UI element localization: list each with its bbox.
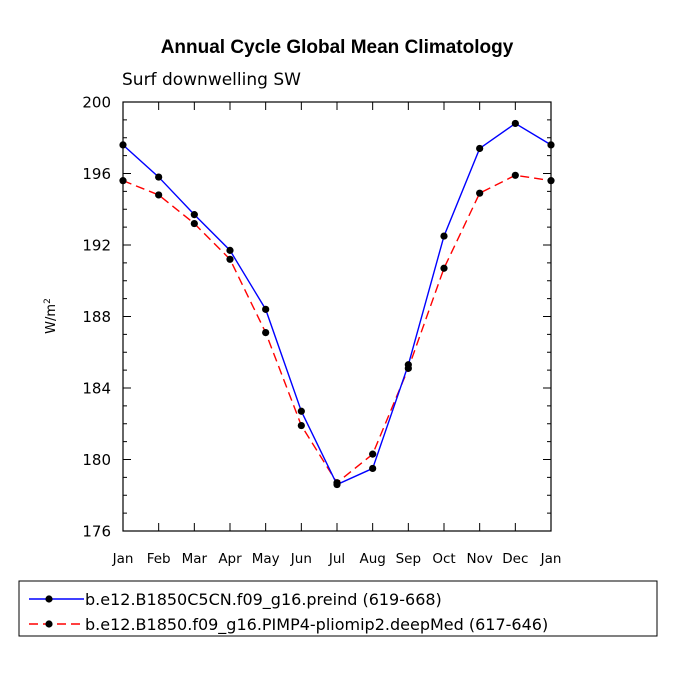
plot-frame (122, 101, 552, 532)
plot-area: 176 180 184 188 192 196 200 Jan Feb Mar Apr May Jun… (82, 94, 561, 568)
series-layer (119, 119, 555, 489)
series-1-point (511, 119, 519, 128)
series-1-point (155, 173, 163, 181)
y-axis-label: W/m2 (43, 298, 59, 334)
y-axis: 176 180 184 188 192 196 200 (82, 94, 551, 541)
x-axis: Jan Feb Mar Apr May Jun Jul Aug Sep Oct Nov Dec Jan (112, 102, 562, 567)
legend: b.e12.B1850C5CN.f09_g16.preind (619-668)… (29, 590, 548, 635)
legend-label-2: b.e12.B1850.f09_g16.PIMP4-pliomip2.deepM… (85, 615, 548, 635)
x-tick-label: Jan (540, 551, 562, 567)
series-1-point (119, 141, 127, 149)
series-1-point (262, 305, 270, 313)
y-tick-label: 200 (82, 94, 111, 112)
series-2-point (297, 421, 305, 430)
chart-subtitle: Surf downwelling SW (122, 70, 301, 90)
y-tick-label: 192 (82, 237, 111, 255)
x-tick-label: Aug (359, 551, 385, 567)
legend-box (18, 580, 658, 637)
series-1-point (369, 464, 377, 473)
series-2-point (190, 219, 198, 228)
y-tick-label: 196 (82, 165, 111, 183)
y-tick-label: 176 (82, 523, 111, 541)
series-line-2 (122, 174, 552, 484)
series-2-point (262, 328, 270, 337)
series-2-point (404, 364, 412, 372)
x-tick-label: Dec (502, 551, 528, 567)
y-axis-label-unit: W/m (44, 304, 59, 334)
legend-label-1: b.e12.B1850C5CN.f09_g16.preind (619-668) (85, 590, 442, 610)
legend-marker-2 (45, 620, 53, 628)
series-2-point (369, 450, 377, 458)
series-2-point (155, 191, 163, 199)
series-1-point (547, 141, 555, 149)
series-line-1 (122, 122, 552, 486)
legend-marker-1 (45, 595, 53, 603)
series-2-point (547, 177, 555, 185)
chart-title: Annual Cycle Global Mean Climatology (161, 37, 514, 58)
x-tick-label: Oct (432, 551, 455, 567)
series-1-point (226, 246, 234, 254)
y-tick-label: 184 (82, 380, 111, 398)
x-tick-label: Mar (182, 551, 208, 567)
series-1-point (440, 232, 448, 240)
series-2-point (226, 255, 234, 263)
series-2-point (476, 189, 484, 197)
y-tick-label: 180 (82, 451, 111, 469)
x-tick-label: Apr (218, 551, 242, 567)
x-tick-label: Nov (466, 551, 492, 567)
series-2-point (511, 171, 519, 179)
series-1-point (190, 211, 198, 219)
series-2-point (119, 177, 127, 185)
x-tick-label: Jun (290, 551, 312, 567)
series-1-point (297, 407, 305, 415)
series-2-point (440, 264, 448, 272)
y-axis-label-exponent: 2 (43, 298, 53, 304)
x-tick-label: Feb (147, 551, 171, 567)
y-tick-label: 188 (82, 308, 111, 326)
series-1-point (476, 144, 484, 153)
x-tick-label: May (252, 551, 280, 567)
series-2-point (333, 479, 341, 487)
x-tick-label: Jan (112, 551, 134, 567)
x-tick-label: Jul (328, 551, 345, 567)
x-tick-label: Sep (396, 551, 421, 567)
